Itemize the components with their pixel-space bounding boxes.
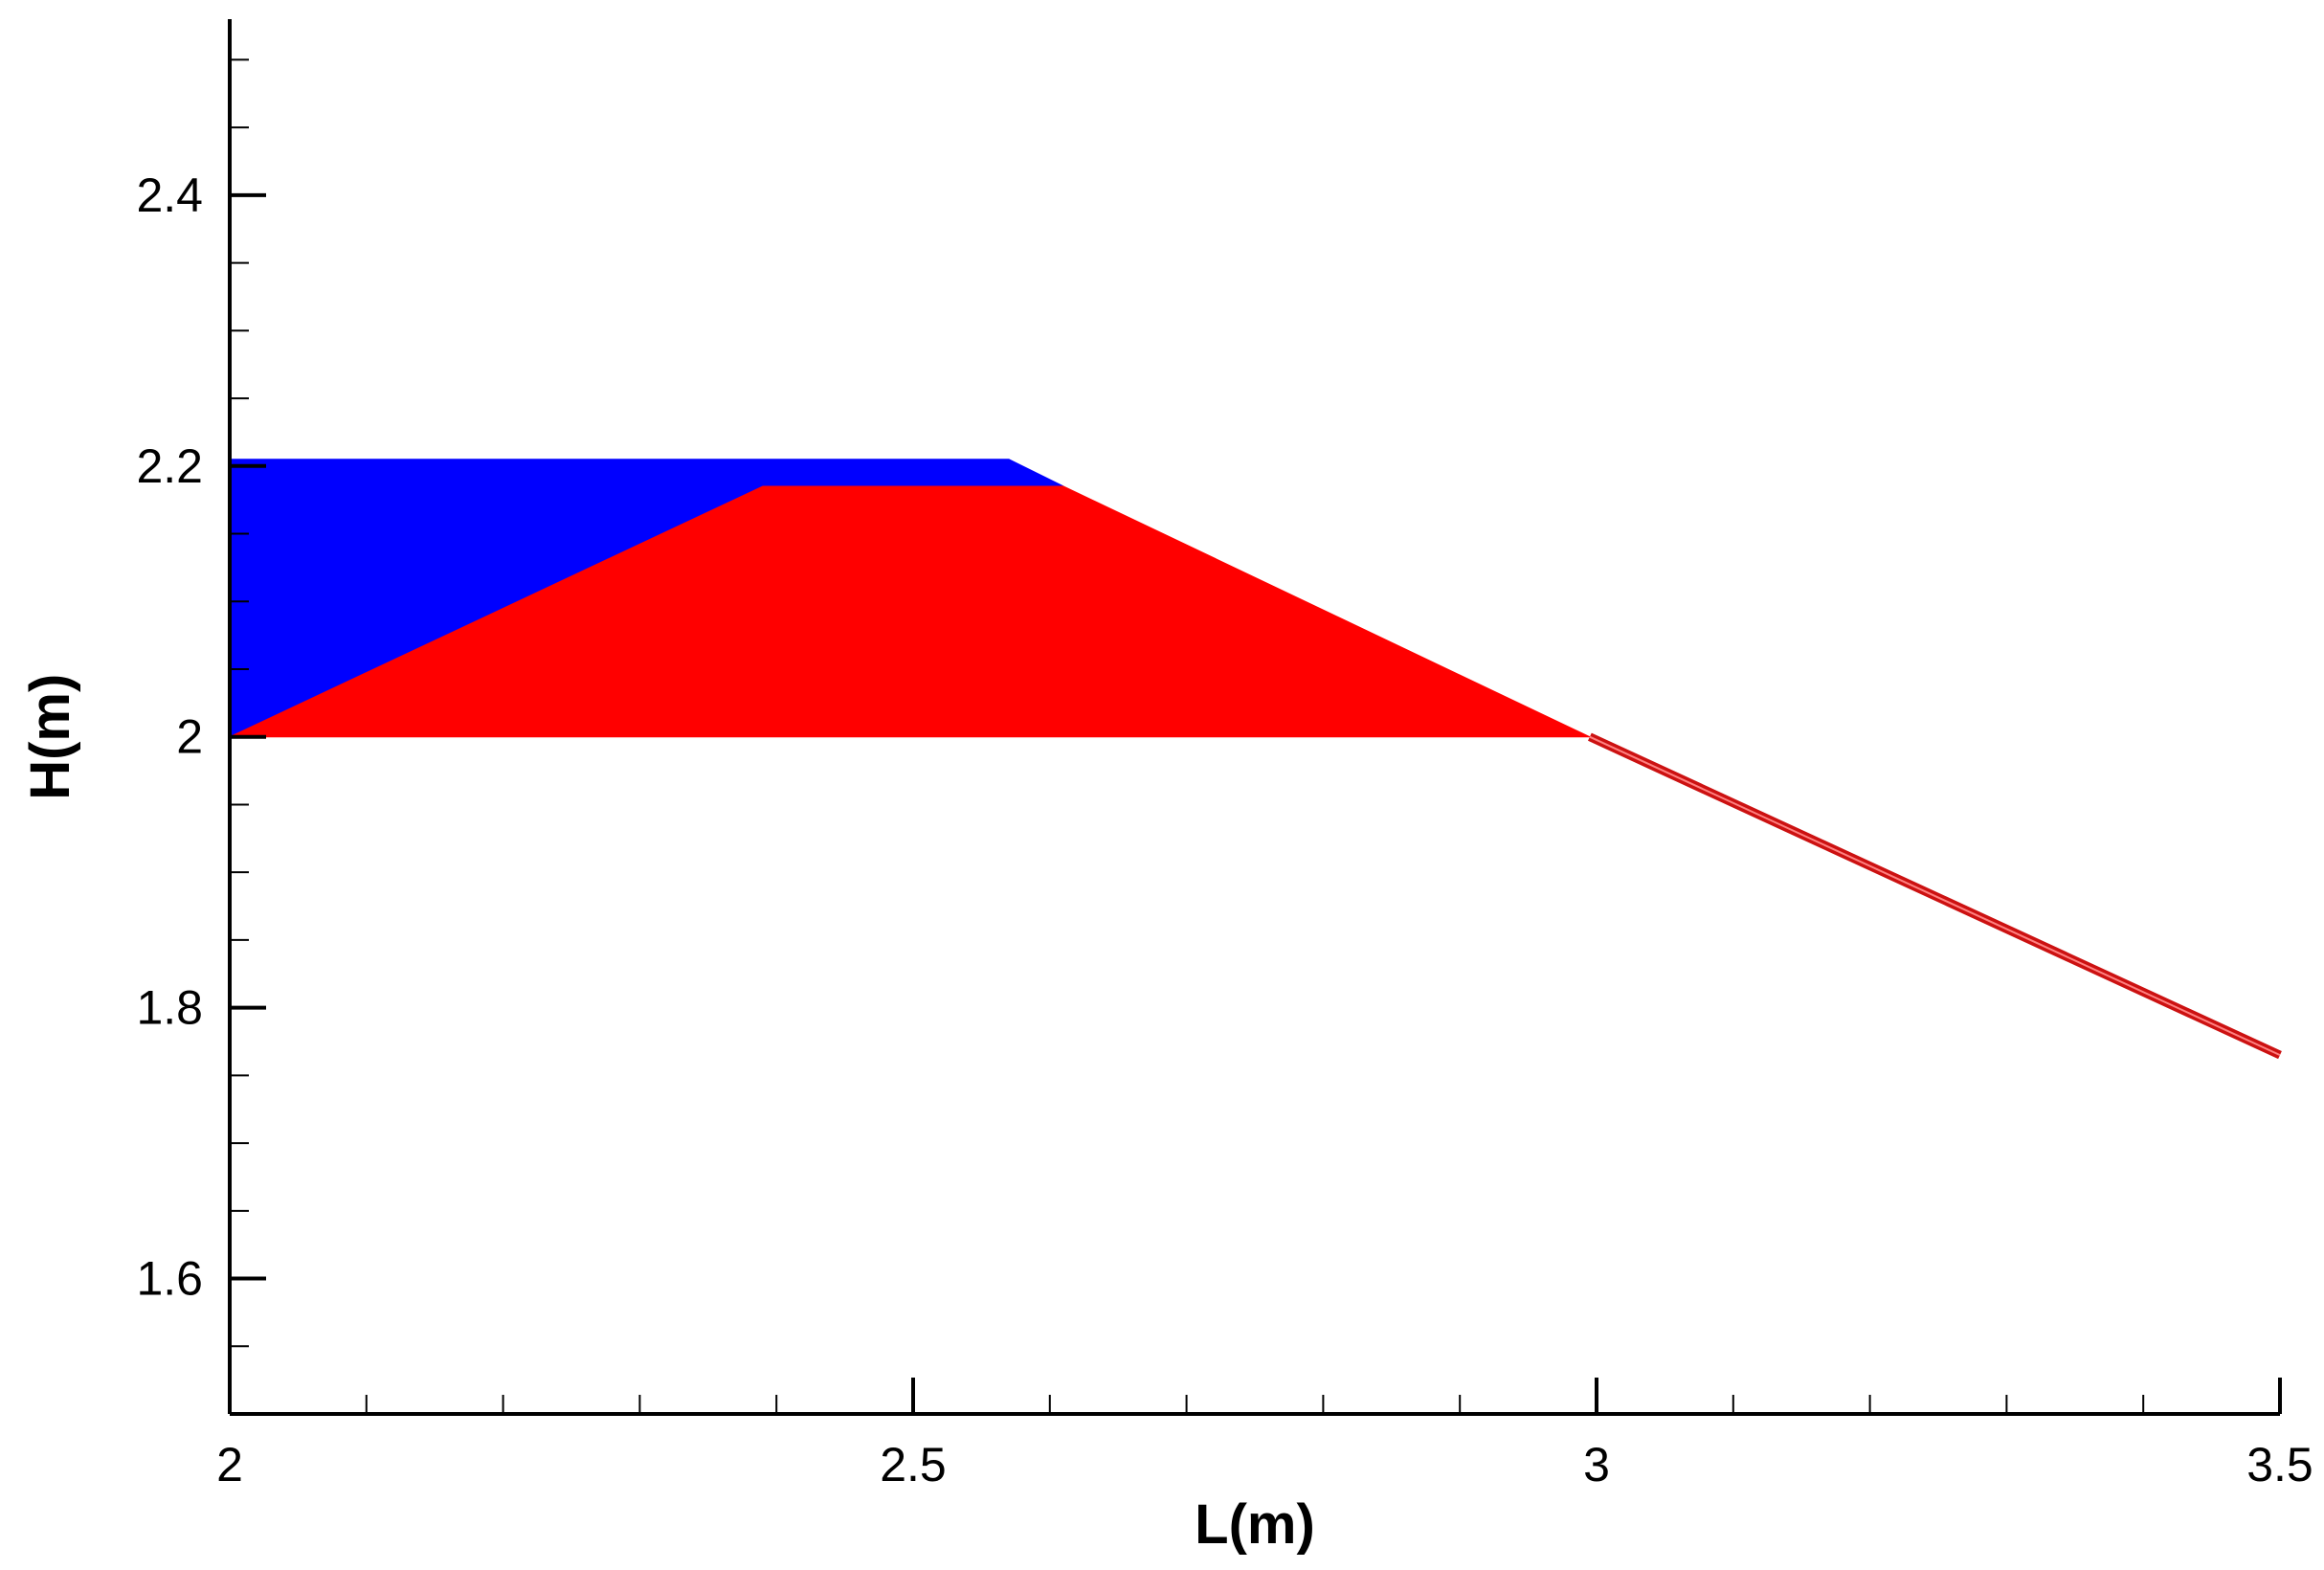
y-tick-label: 1.8 [136, 981, 203, 1035]
x-tick-label: 3.5 [2246, 1438, 2313, 1492]
y-tick-label: 2.2 [136, 439, 203, 493]
chart-axes [228, 19, 2282, 1416]
x-axis-title: L(m) [1195, 1493, 1315, 1556]
series-line-highlight-2 [1589, 735, 2281, 1057]
y-tick-label: 2 [176, 710, 203, 764]
x-tick-label: 3 [1583, 1438, 1610, 1492]
chart-labels: L(m) H(m) 2 2.5 3 3.5 1.6 1.8 2 2.2 2.4 [19, 168, 2313, 1556]
series-area-1 [229, 485, 1591, 738]
x-tick-label: 2.5 [880, 1438, 947, 1492]
y-axis-title: H(m) [19, 674, 81, 800]
y-tick-label: 2.4 [136, 168, 203, 222]
x-tick-label: 2 [216, 1438, 243, 1492]
chart-marks [229, 459, 2282, 1060]
y-tick-label: 1.6 [136, 1252, 203, 1306]
